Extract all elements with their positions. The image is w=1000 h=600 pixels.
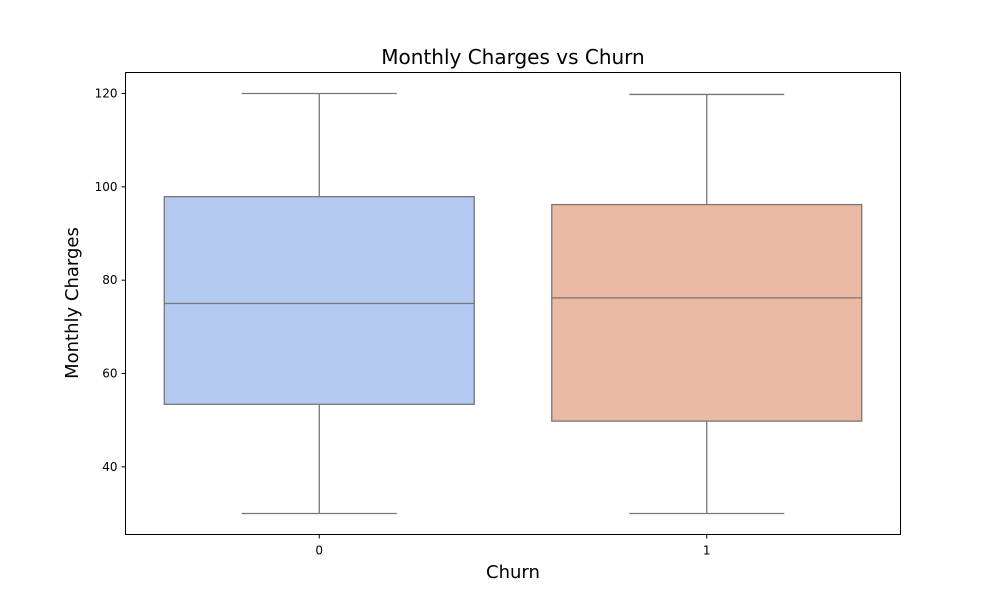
iqr-box: [163, 195, 475, 405]
x-axis-label: Churn: [486, 562, 540, 583]
y-tick-label: 80: [102, 273, 117, 287]
y-tick-label: 40: [102, 460, 117, 474]
plot-frame: [125, 72, 901, 535]
y-axis-label: Monthly Charges: [62, 227, 83, 379]
y-tick-label: 120: [95, 87, 118, 101]
y-tick-label: 60: [102, 367, 117, 381]
box-plot-0: [163, 92, 475, 515]
y-tick-label: 100: [95, 180, 118, 194]
box-plot-1: [551, 93, 863, 515]
x-tick-label: 1: [703, 544, 711, 558]
chart-title: Monthly Charges vs Churn: [381, 45, 644, 69]
plot-area: [163, 92, 863, 515]
y-axis: 40 60 80 100 120: [95, 87, 126, 474]
x-tick-label: 0: [315, 544, 323, 558]
iqr-box: [551, 203, 863, 422]
